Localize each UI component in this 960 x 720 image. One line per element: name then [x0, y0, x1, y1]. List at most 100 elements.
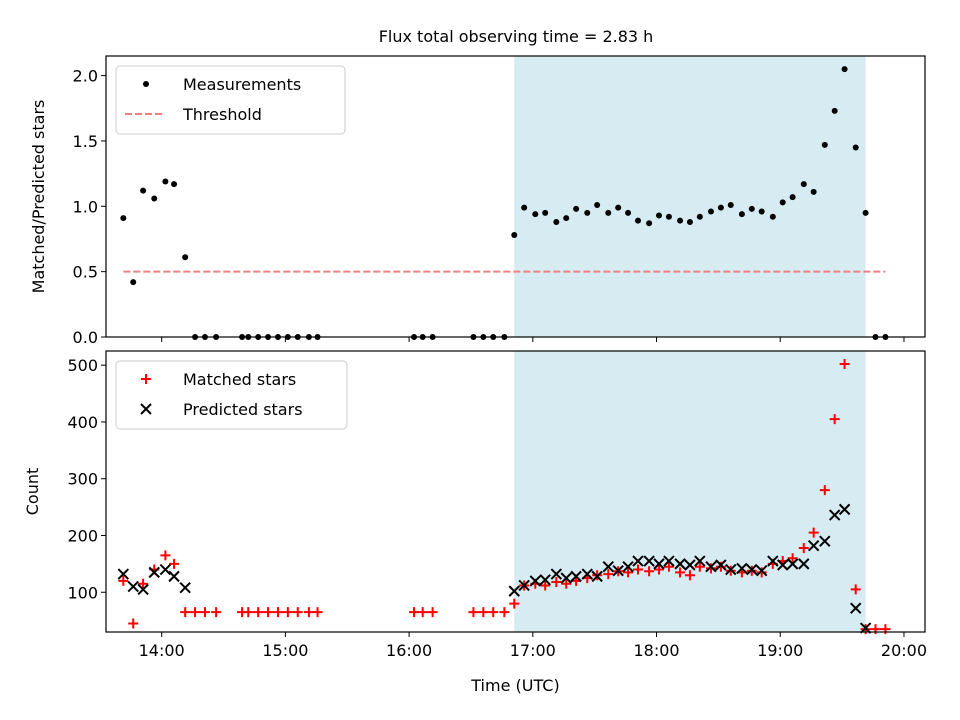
matched-star-point	[243, 607, 254, 618]
predicted-star-point	[828, 509, 841, 521]
legend: Measurements Threshold	[115, 65, 346, 135]
measurement-point	[634, 217, 641, 224]
matched-star-point	[312, 607, 323, 618]
x-tick-label: 17:00	[510, 641, 556, 660]
y-tick-label: 1.5	[73, 132, 98, 151]
y-tick-label: 2.0	[73, 67, 98, 86]
predicted-star-point	[560, 572, 572, 584]
measurement-point	[852, 144, 859, 151]
series-predicted-stars	[117, 503, 872, 634]
predicted-star-point	[684, 559, 696, 571]
predicted-star-point	[694, 555, 706, 567]
x-tick-label: 15:00	[262, 641, 308, 660]
series-matched-stars	[118, 359, 891, 635]
measurement-point	[665, 213, 672, 220]
matched-star-point	[190, 607, 201, 618]
matched-star-point	[509, 598, 520, 609]
matched-star-point	[798, 542, 809, 553]
measurement-point	[532, 211, 539, 218]
measurement-point	[677, 217, 684, 224]
predicted-star-point	[746, 563, 758, 576]
matched-star-point	[603, 569, 614, 580]
predicted-star-point	[159, 563, 172, 576]
predicted-star-point	[653, 558, 665, 570]
measurement-point	[831, 107, 838, 114]
x-tick-label: 20:00	[881, 641, 927, 660]
predicted-star-point	[819, 535, 831, 547]
predicted-star-point	[838, 503, 851, 516]
measurement-point	[120, 215, 127, 222]
matched-star-point	[263, 607, 274, 618]
legend-handle-matched	[141, 374, 151, 384]
legend-label: Predicted stars	[183, 400, 303, 419]
y-axis-label: Matched/Predicted stars	[29, 100, 48, 294]
measurement-point	[696, 213, 703, 220]
matched-star-point	[303, 607, 314, 618]
predicted-star-point	[518, 579, 530, 592]
measurement-point	[810, 188, 817, 195]
matched-star-point	[409, 607, 420, 618]
predicted-star-point	[179, 582, 191, 594]
figure-title: Flux total observing time = 2.83 h	[379, 27, 654, 46]
matched-star-point	[253, 607, 264, 618]
legend-handle-measurements	[143, 81, 149, 87]
measurement-point	[738, 211, 745, 218]
matched-star-point	[169, 558, 180, 569]
matched-star-point	[292, 607, 303, 618]
matched-star-point	[839, 359, 850, 370]
matched-star-point	[551, 577, 562, 588]
predicted-star-point	[137, 583, 149, 596]
y-axis-label: Count	[23, 468, 42, 516]
matched-star-point	[180, 607, 191, 618]
predicted-star-point	[643, 555, 655, 567]
predicted-star-point	[148, 566, 160, 579]
measurement-point	[182, 254, 189, 261]
predicted-star-point	[859, 622, 872, 634]
measurement-point	[789, 194, 796, 201]
series-measurements	[120, 66, 889, 340]
predicted-star-point	[663, 555, 675, 567]
predicted-star-point	[602, 561, 614, 573]
measurement-point	[573, 205, 580, 212]
measurement-point	[553, 218, 560, 225]
predicted-star-point	[755, 564, 768, 577]
matched-star-point	[654, 564, 665, 575]
measurement-point	[769, 213, 776, 220]
y-tick-label: 300	[67, 470, 98, 489]
predicted-star-point	[850, 602, 862, 614]
matched-star-point	[705, 563, 716, 574]
predicted-star-point	[539, 574, 551, 586]
y-tick-label: 200	[67, 526, 98, 545]
measurement-point	[521, 204, 528, 211]
matched-star-point	[632, 564, 643, 575]
predicted-star-point	[786, 558, 799, 570]
matched-star-point	[675, 567, 686, 578]
legend-frame	[115, 65, 346, 135]
legend: Matched stars Predicted stars	[115, 360, 348, 430]
observing-window-span	[514, 56, 866, 337]
measurement-point	[584, 209, 591, 216]
measurement-point	[162, 178, 169, 185]
measurement-point	[594, 201, 601, 208]
matched-star-point	[850, 584, 861, 595]
matched-star-point	[211, 607, 222, 618]
matched-star-point	[499, 607, 510, 618]
matched-star-point	[694, 561, 705, 572]
legend-label: Matched stars	[183, 370, 296, 389]
x-tick-label: 14:00	[139, 641, 185, 660]
matched-star-point	[756, 567, 767, 578]
predicted-star-point	[674, 558, 686, 570]
predicted-star-point	[168, 570, 180, 583]
measurement-point	[542, 209, 549, 216]
measurement-point	[862, 209, 869, 216]
predicted-star-point	[591, 570, 603, 583]
matched-star-point	[880, 624, 891, 635]
measurement-point	[511, 232, 518, 239]
axes-frame	[105, 55, 926, 338]
observing-window-span	[514, 351, 866, 632]
predicted-star-point	[550, 568, 563, 580]
matched-star-point	[870, 624, 881, 635]
matched-star-point	[808, 527, 819, 538]
y-tick-label: 100	[67, 583, 98, 602]
